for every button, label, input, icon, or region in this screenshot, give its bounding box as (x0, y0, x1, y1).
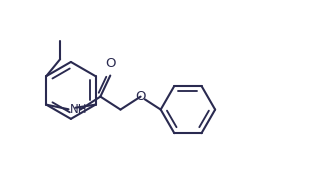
Text: O: O (135, 90, 146, 103)
Text: O: O (105, 57, 116, 70)
Text: NH: NH (69, 103, 87, 116)
